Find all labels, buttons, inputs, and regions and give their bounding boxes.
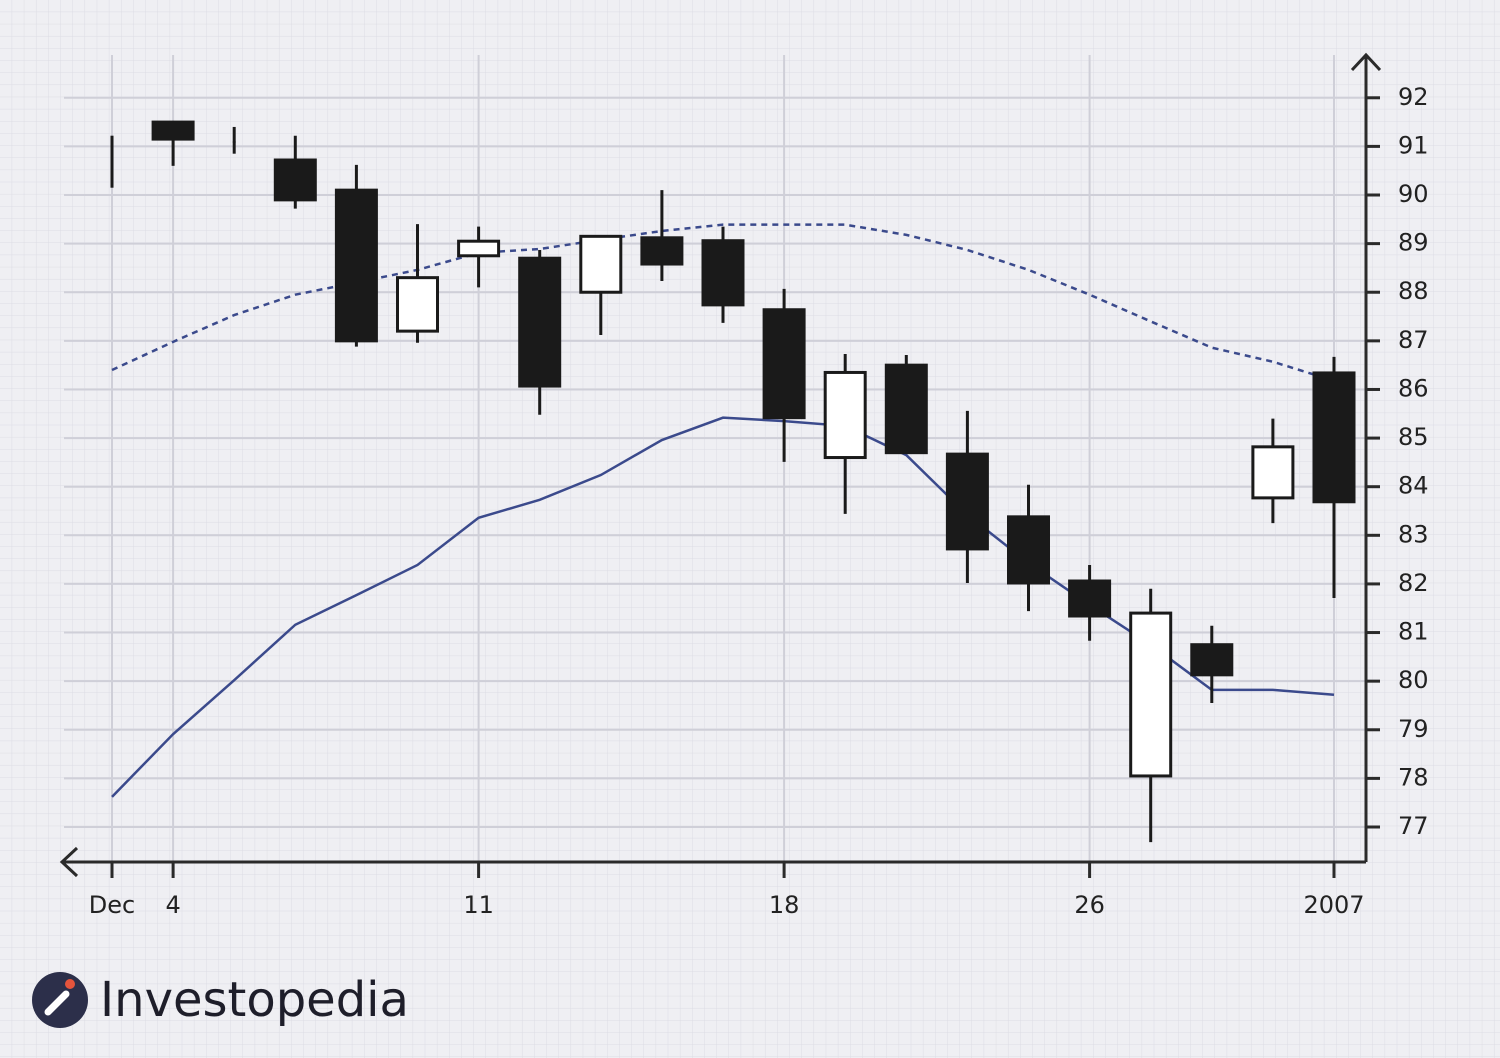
y-tick-label: 81: [1398, 618, 1429, 646]
x-tick-label: 11: [463, 891, 494, 919]
candle-body: [396, 276, 439, 333]
y-tick-label: 83: [1398, 520, 1429, 548]
x-tick-label: 26: [1074, 891, 1105, 919]
candle-body: [1007, 515, 1050, 585]
y-tick-label: 78: [1398, 763, 1429, 791]
x-tick-label: Dec: [89, 891, 135, 919]
y-tick-label: 86: [1398, 374, 1429, 402]
y-tick-label: 90: [1398, 180, 1429, 208]
y-tick-label: 92: [1398, 83, 1429, 111]
y-tick-label: 84: [1398, 472, 1429, 500]
candle-body: [823, 370, 867, 460]
candle-body: [762, 308, 806, 420]
y-tick-label: 77: [1398, 812, 1429, 840]
candle-body: [1251, 445, 1295, 500]
candle-body: [273, 158, 317, 202]
logo: [32, 972, 88, 1028]
x-tick-label: 2007: [1303, 891, 1364, 919]
y-tick-label: 91: [1398, 131, 1429, 159]
plot: 77 78 79 80 81 82 83 84 85 86 87 88 89 90 91 92 Dec 4 11 18…: [64, 55, 1429, 919]
x-tick-label: 4: [165, 891, 180, 919]
candle-body: [640, 236, 684, 266]
x-tick-label: 18: [769, 891, 800, 919]
y-tick-label: 82: [1398, 569, 1429, 597]
candle-body: [1129, 611, 1173, 778]
candle-body: [884, 363, 928, 455]
y-tick-label: 85: [1398, 423, 1429, 451]
candle-body: [1190, 643, 1234, 677]
candle-body: [701, 239, 745, 307]
candle-body: [151, 120, 195, 141]
candle-body: [334, 188, 378, 343]
candle-body: [1312, 371, 1356, 504]
candle-body: [457, 239, 501, 258]
candle-body: [579, 234, 623, 294]
y-tick-label: 80: [1398, 666, 1429, 694]
y-tick-label: 89: [1398, 229, 1429, 257]
upper-band: [111, 223, 1335, 382]
candle-body: [1068, 579, 1112, 618]
axes: [59, 52, 1382, 878]
candle-body: [945, 452, 989, 551]
y-tick-label: 88: [1398, 277, 1429, 305]
brand-name: Investopedia: [100, 972, 409, 1028]
y-tick-label: 79: [1398, 715, 1429, 743]
candle-body: [518, 256, 562, 388]
y-tick-label: 87: [1398, 326, 1429, 354]
